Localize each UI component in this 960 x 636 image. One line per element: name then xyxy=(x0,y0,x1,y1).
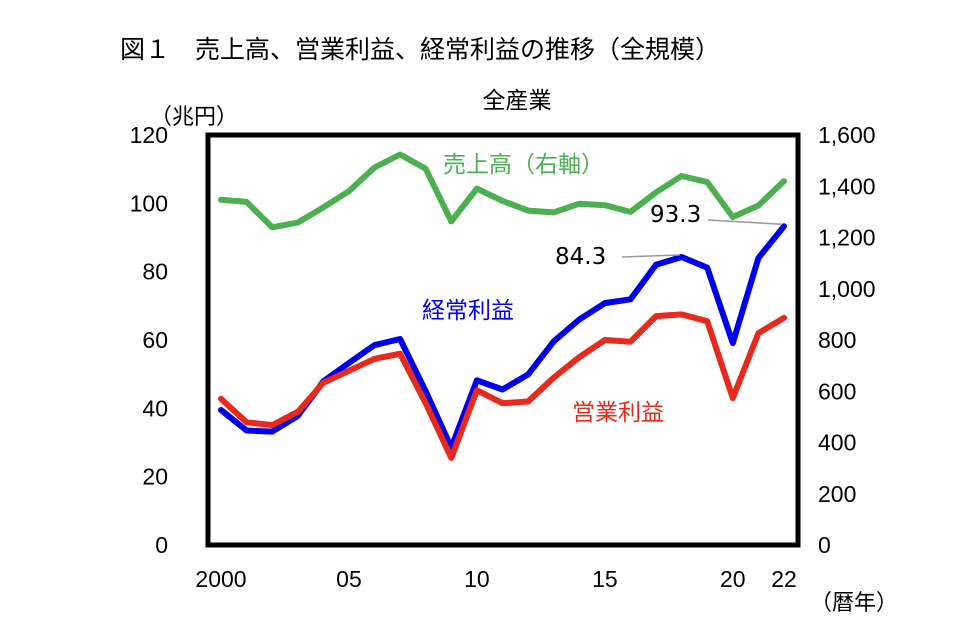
x-tick-label: 20 xyxy=(720,566,746,592)
chart-title: 図１ 売上高、営業利益、経常利益の推移（全規模） xyxy=(120,35,720,64)
data-label: 93.3 xyxy=(650,202,701,228)
x-tick-label: 22 xyxy=(771,566,797,592)
x-tick-label: 2000 xyxy=(195,566,246,592)
y-tick-label: 60 xyxy=(142,327,168,353)
y-tick-label: 100 xyxy=(130,190,168,216)
series-line-sales xyxy=(218,151,787,231)
legend-label-ordinary-profit: 経常利益 xyxy=(422,298,514,324)
y-tick-label: 120 xyxy=(130,122,168,148)
y2-tick-label: 200 xyxy=(818,481,856,507)
annotation-layer: 93.3 84.3 xyxy=(555,202,783,270)
x-axis-label: （暦年） xyxy=(810,591,898,616)
chart-subtitle: 全産業 xyxy=(483,88,552,114)
y-tick-labels: 0 20 40 60 80 100 120 xyxy=(130,122,168,558)
y-tick-label: 40 xyxy=(142,395,168,421)
series-layer xyxy=(218,151,787,461)
y2-tick-label: 1,000 xyxy=(818,276,876,302)
series-line-operating-profit xyxy=(218,311,787,461)
x-tick-label: 15 xyxy=(592,566,618,592)
x-tick-label: 05 xyxy=(336,566,362,592)
series-line-ordinary-profit xyxy=(218,223,787,451)
x-tick-labels: 2000 05 10 15 20 22 xyxy=(195,566,796,592)
y2-tick-label: 600 xyxy=(818,378,856,404)
annotation-leader-line xyxy=(707,219,783,225)
y2-tick-label: 400 xyxy=(818,430,856,456)
y2-tick-label: 800 xyxy=(818,327,856,353)
x-tick-label: 10 xyxy=(464,566,490,592)
y2-tick-label: 1,600 xyxy=(818,122,876,148)
y-tick-label: 0 xyxy=(155,532,168,558)
y2-tick-label: 0 xyxy=(818,532,831,558)
y2-tick-labels: 0 200 400 600 800 1,000 1,200 1,400 1,600 xyxy=(818,122,876,558)
y2-tick-label: 1,400 xyxy=(818,173,876,199)
plot-area-frame xyxy=(205,132,801,548)
y2-tick-label: 1,200 xyxy=(818,225,876,251)
legend-label-sales: 売上高（右軸） xyxy=(443,152,604,178)
y-tick-label: 80 xyxy=(142,259,168,285)
y-tick-label: 20 xyxy=(142,464,168,490)
legend-label-operating-profit: 営業利益 xyxy=(572,400,664,426)
annotation-leader-line xyxy=(621,254,680,258)
y-axis-label: （兆円） xyxy=(150,105,238,130)
data-label: 84.3 xyxy=(555,244,606,270)
